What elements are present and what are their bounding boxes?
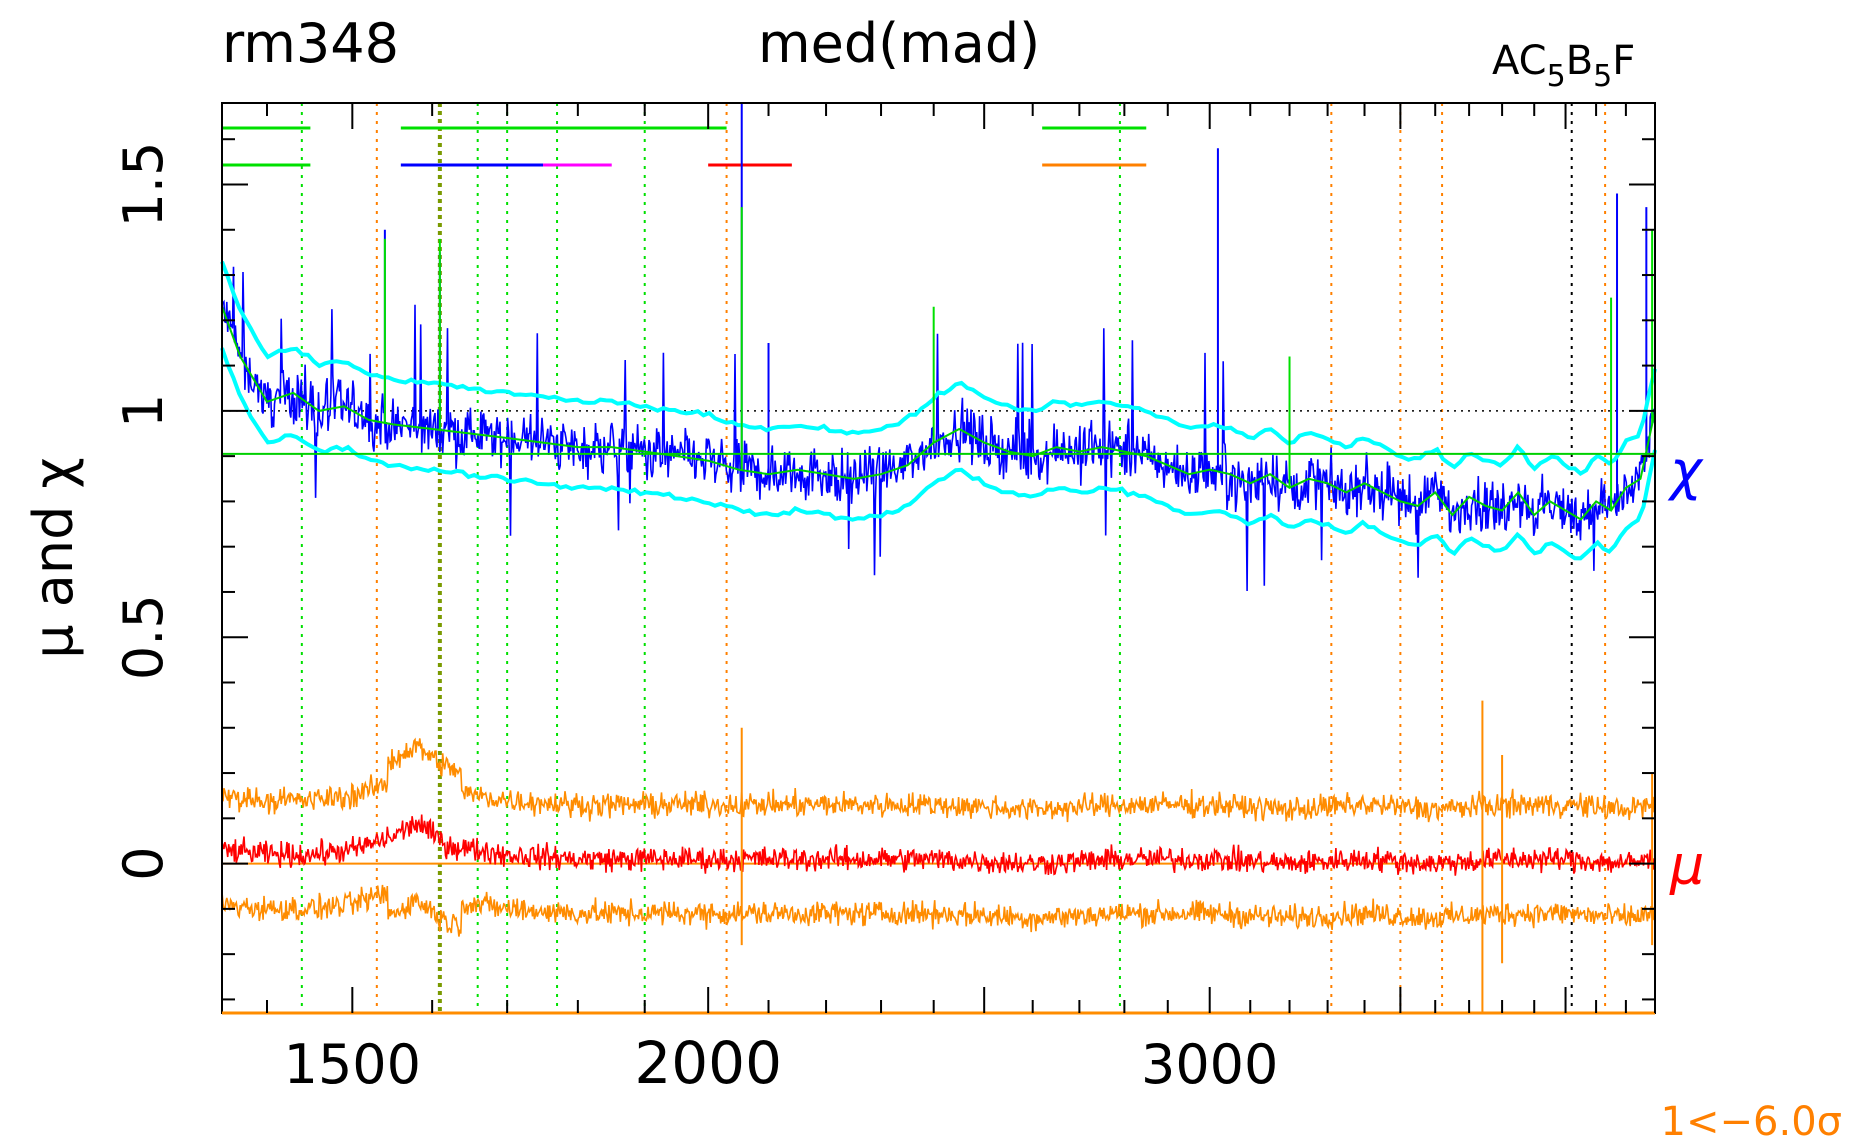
model-label-sub1: 5 bbox=[1547, 59, 1566, 94]
y-tick-label: 0 bbox=[112, 846, 175, 880]
model-label-sub2: 5 bbox=[1593, 59, 1612, 94]
chi-smooth-line bbox=[221, 306, 1656, 521]
x-tick-label: 2000 bbox=[634, 1029, 782, 1097]
mu-series-label: μ bbox=[1669, 834, 1704, 897]
model-label-main: AC bbox=[1492, 38, 1547, 84]
y-tick-label: 1.5 bbox=[112, 142, 175, 228]
statistic-label: med(mad) bbox=[758, 12, 1040, 75]
x-tick-label: 3000 bbox=[1141, 1033, 1278, 1096]
object-id: rm348 bbox=[222, 12, 399, 75]
top-segments bbox=[222, 126, 1147, 167]
y-tick-label: 0.5 bbox=[112, 594, 175, 680]
data-series bbox=[220, 103, 1657, 1013]
y-tick-label: 1 bbox=[112, 394, 175, 428]
model-label: AC5B5F bbox=[1492, 38, 1635, 94]
chi-series-label: χ bbox=[1667, 439, 1704, 502]
mu-lower-band bbox=[221, 884, 1656, 937]
chi-lower-band bbox=[220, 347, 1657, 561]
x-tick-label: 1500 bbox=[284, 1033, 421, 1096]
axes: 1500 2000 3000 0 0.5 1 1.5 bbox=[112, 102, 1656, 1097]
chi-upper-band bbox=[220, 260, 1657, 477]
mu-upper-band bbox=[221, 737, 1656, 823]
model-label-tail: F bbox=[1612, 38, 1635, 84]
y-axis-label: μ and χ bbox=[22, 457, 85, 658]
clip-note: 1<−6.0σ bbox=[1661, 1099, 1842, 1145]
model-label-mid: B bbox=[1566, 38, 1593, 84]
mu-trace bbox=[221, 814, 1656, 876]
